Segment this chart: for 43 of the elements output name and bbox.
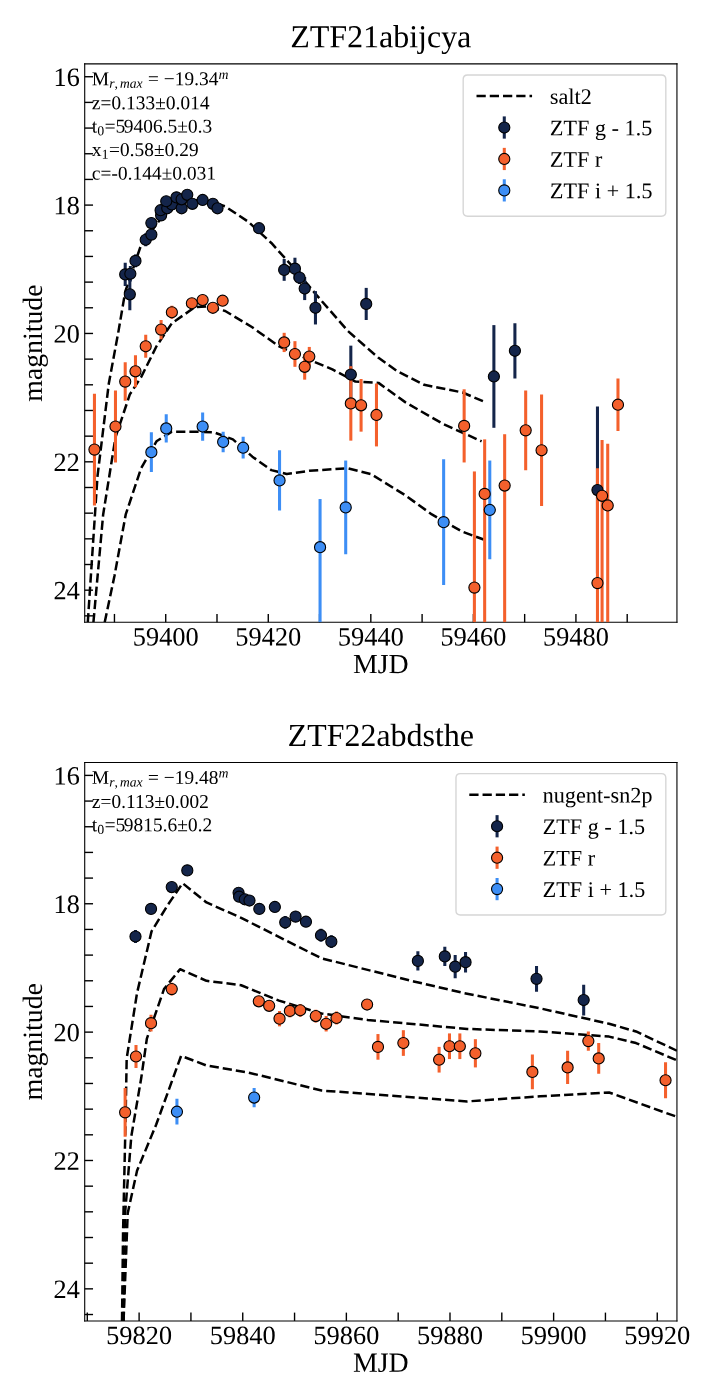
annotation: t$_{0}$=59815.6±0.2 <box>92 818 212 835</box>
y-tick-label: 16 <box>55 767 80 785</box>
annotation: t$_{0}$=59406.5±0.3 <box>92 119 212 136</box>
legend-label: nugent-sn2p <box>543 787 652 808</box>
y-tick-label: 18 <box>55 196 79 215</box>
y-tick-label: 24 <box>54 581 80 600</box>
legend-label: ZTF i + 1.5 <box>543 882 645 898</box>
x-tick-label: 59880 <box>418 1326 482 1345</box>
x-tick-label: 59920 <box>625 1326 690 1345</box>
x-tick-label: 59900 <box>522 1326 586 1345</box>
y-tick-label: 20 <box>54 1023 79 1042</box>
annotation: z=0.113±0.002 <box>92 794 208 809</box>
y-tick-label: 22 <box>54 1152 79 1170</box>
legend-label: ZTF i + 1.5 <box>550 183 652 199</box>
x-axis-title: MJD <box>353 654 408 674</box>
y-axis-title: magnitude <box>22 984 48 1100</box>
annotation: x$_{1}$=0.58±0.29 <box>91 143 198 159</box>
chart-title: ZTF21abijcya <box>291 25 471 55</box>
y-tick-label: 20 <box>54 325 79 343</box>
y-tick-label: 18 <box>55 895 79 914</box>
y-tick-label: 16 <box>55 68 80 87</box>
y-tick-label: 24 <box>54 1280 80 1298</box>
annotation: c=-0.144±0.031 <box>92 166 215 180</box>
x-tick-label: 59820 <box>107 1326 172 1345</box>
annotation: M$_{r,max}$ = −19.34$^{m}$ <box>92 72 228 90</box>
legend-label: ZTF r <box>543 850 595 866</box>
x-tick-label: 59420 <box>236 627 301 646</box>
legend-label: ZTF g - 1.5 <box>543 819 645 839</box>
annotation: M$_{r,max}$ = −19.48$^{m}$ <box>92 770 228 789</box>
x-tick-label: 59480 <box>544 627 608 646</box>
annotation: z=0.133±0.014 <box>92 96 210 110</box>
x-tick-label: 59860 <box>314 1326 379 1345</box>
legend-label: salt2 <box>550 88 591 105</box>
y-tick-label: 22 <box>54 453 79 471</box>
x-tick-label: 59840 <box>211 1326 275 1345</box>
x-tick-label: 59460 <box>441 627 506 646</box>
y-axis-title: magnitude <box>22 285 48 402</box>
legend-label: ZTF g - 1.5 <box>550 120 652 141</box>
x-tick-label: 59400 <box>134 627 198 646</box>
x-axis-title: MJD <box>353 1353 408 1373</box>
x-tick-label: 59440 <box>339 627 403 646</box>
legend-label: ZTF r <box>550 152 603 167</box>
chart-title: ZTF22abdsthe <box>289 723 473 747</box>
